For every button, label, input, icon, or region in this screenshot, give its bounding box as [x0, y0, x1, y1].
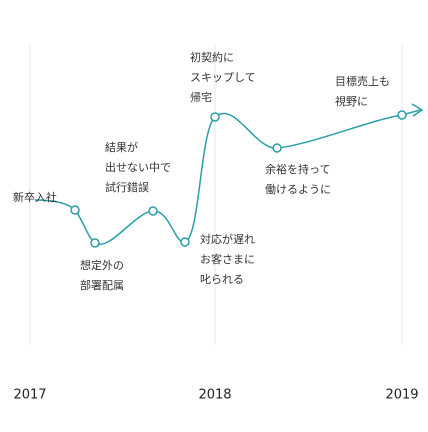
node-label: 部署配属	[80, 278, 124, 292]
year-label: 2018	[198, 388, 231, 403]
node-label: 結果が	[105, 140, 138, 154]
year-label: 2017	[13, 388, 46, 403]
node-label: 対応が遅れ	[200, 232, 255, 246]
node-label: お客さまに	[200, 252, 255, 266]
node-dot	[148, 206, 158, 216]
journey-curve	[34, 109, 421, 246]
node-label: 叱られる	[200, 273, 244, 286]
grid	[29, 45, 403, 345]
node-dot	[210, 112, 220, 122]
node-label: 働けるように	[265, 183, 331, 196]
year-label: 2019	[385, 388, 418, 403]
node-label: 余裕を持って	[265, 162, 330, 176]
node-dot	[397, 110, 407, 120]
node-label: 視野に	[335, 94, 368, 108]
node-label: 初契約に	[190, 50, 234, 64]
node-dot	[272, 143, 282, 153]
node-label: 目標売上も	[335, 74, 390, 88]
node-label: 試行錯誤	[105, 180, 149, 194]
node-label: 想定外の	[80, 258, 124, 272]
arrow-head	[411, 103, 424, 117]
node-dot	[180, 237, 190, 247]
node-label: 出せない中で	[105, 160, 171, 174]
node-label: 新卒入社	[13, 190, 57, 204]
node-label: スキップして	[190, 71, 256, 84]
node-dot	[70, 205, 80, 215]
node-label: 帰宅	[190, 90, 212, 104]
node-dot	[90, 238, 100, 248]
